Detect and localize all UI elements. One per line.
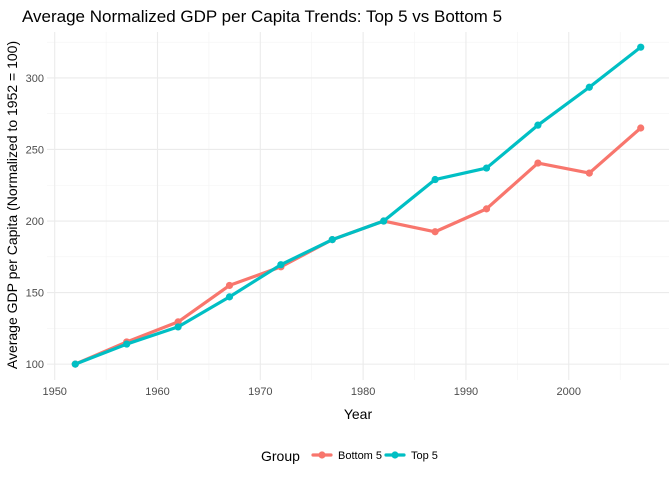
data-point-bottom-5 [585,169,593,177]
legend-item-bottom-5: Bottom 5 [311,450,382,462]
data-point-bottom-5 [637,124,645,132]
data-point-bottom-5 [174,318,182,326]
grid [47,32,669,380]
data-point-bottom-5 [534,159,542,167]
data-point-bottom-5 [431,228,439,236]
legend-items: Bottom 5 Top 5 [311,450,438,462]
data-point-bottom-5 [482,205,491,213]
series-line-top-5 [73,45,643,366]
legend-label: Bottom 5 [338,450,382,462]
series-top-5 [71,43,645,368]
data-point-top-5 [380,217,388,225]
data-point-bottom-5 [225,281,234,290]
legend-key-point [391,451,399,459]
x-tick-label: 2000 [557,386,581,398]
series-layer [71,43,645,368]
legend-label: Top 5 [411,450,438,462]
data-point-top-5 [431,175,439,184]
y-axis-title: Average GDP per Capita (Normalized to 19… [4,41,20,369]
x-tick-label: 1960 [145,386,169,398]
chart-title: Average Normalized GDP per Capita Trends… [22,7,502,26]
data-point-top-5 [174,323,182,331]
series-line-bottom-5 [73,126,643,366]
data-point-top-5 [225,293,234,301]
y-tick-label: 250 [26,144,44,156]
y-tick-label: 100 [26,359,44,371]
y-tick-label: 200 [26,216,44,228]
data-point-top-5 [534,121,542,129]
legend-title: Group [261,448,300,464]
data-point-top-5 [585,83,593,91]
legend: Group Bottom 5 Top 5 [261,448,438,464]
data-point-top-5 [123,340,131,348]
legend-key-point [318,451,326,459]
x-tick-label: 1990 [454,386,478,398]
data-point-top-5 [277,261,285,269]
y-axis-ticks: 100 150 200 250 300 [26,73,44,371]
x-axis-ticks: 1950 1960 1970 1980 1990 2000 [42,386,581,398]
data-point-top-5 [482,164,491,172]
data-point-top-5 [71,360,79,368]
legend-item-top-5: Top 5 [384,450,438,462]
y-tick-label: 150 [26,288,44,300]
y-tick-label: 300 [26,73,44,85]
x-axis-title: Year [344,406,373,422]
data-point-top-5 [328,236,336,244]
data-point-top-5 [637,43,645,51]
x-tick-label: 1970 [248,386,272,398]
x-tick-label: 1980 [351,386,375,398]
x-tick-label: 1950 [42,386,66,398]
